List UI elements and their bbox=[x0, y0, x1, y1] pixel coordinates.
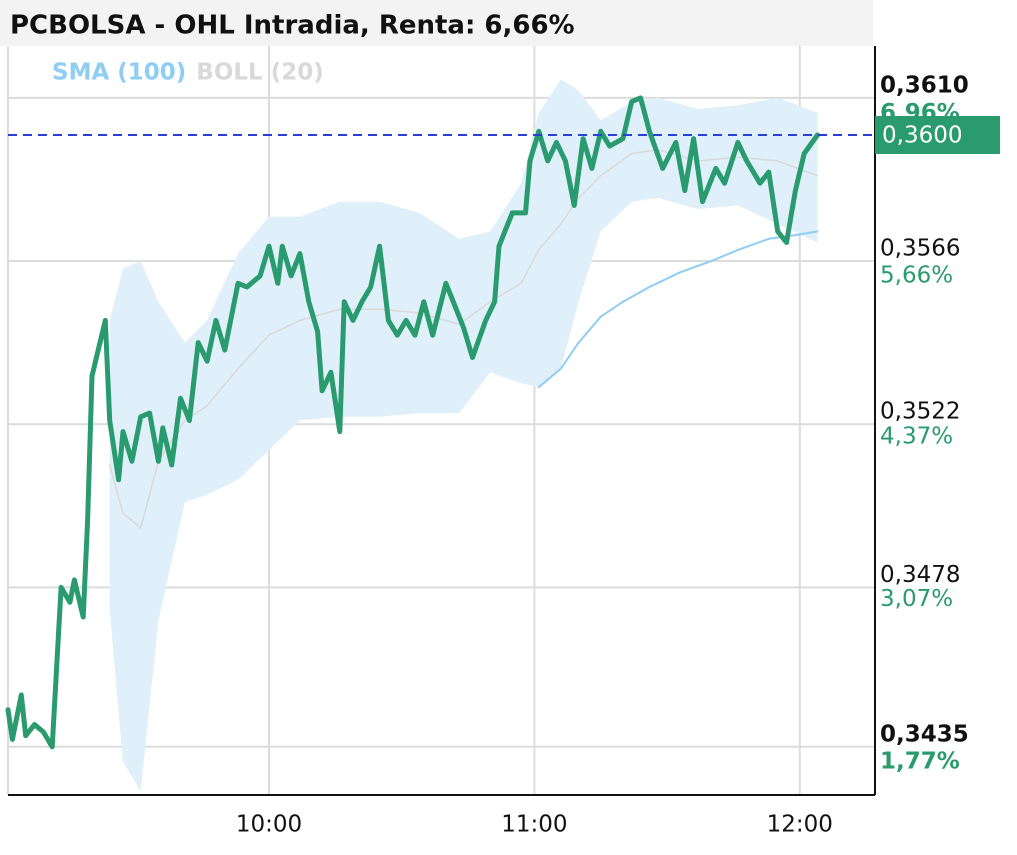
price-line bbox=[5, 95, 820, 750]
y2-tick-label: 5,66% bbox=[880, 262, 953, 288]
last-price-label: 0,3600 bbox=[882, 122, 962, 148]
y-tick-label: 0,3610 bbox=[880, 72, 969, 98]
indicator-line bbox=[537, 230, 819, 389]
y2-tick-label: 1,77% bbox=[880, 749, 960, 775]
title-bar bbox=[0, 0, 873, 46]
x-tick-label: 12:00 bbox=[767, 812, 833, 838]
x-tick-label: 11:00 bbox=[501, 812, 567, 838]
y-tick-label: 0,3435 bbox=[880, 721, 969, 747]
chart-title: PCBOLSA - OHL Intradia, Renta: 6,66% bbox=[10, 11, 575, 41]
last-price-box bbox=[875, 115, 1000, 154]
y-tick-label: 0,3478 bbox=[880, 562, 960, 588]
legend-entry: SMA (100) bbox=[52, 60, 186, 86]
y2-tick-label: 4,37% bbox=[880, 424, 953, 450]
y-tick-label: 0,3566 bbox=[880, 236, 960, 262]
y2-tick-label: 3,07% bbox=[880, 586, 953, 612]
legend-entry: BOLL (20) bbox=[196, 60, 323, 86]
x-tick-label: 10:00 bbox=[236, 812, 302, 838]
y-tick-label: 0,3522 bbox=[880, 399, 960, 425]
